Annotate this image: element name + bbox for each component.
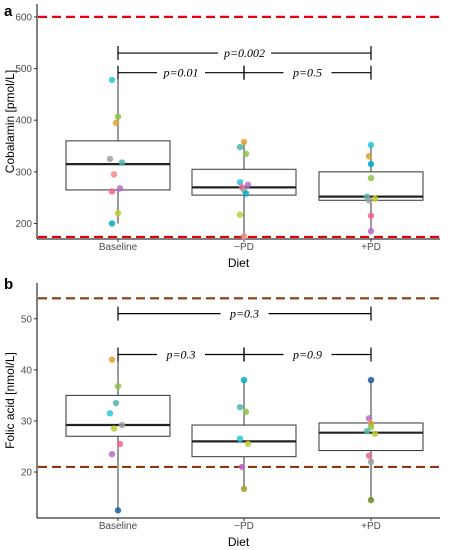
data-point <box>108 356 116 363</box>
panel-a-letter: a <box>4 3 13 20</box>
comparison-bracket: p=0.002 <box>117 46 372 61</box>
data-point <box>108 188 116 195</box>
data-point <box>118 159 126 166</box>
data-point <box>116 185 124 192</box>
y-tick-label: 600 <box>15 12 32 23</box>
panel-a-chart: 200 300 400 500 600 Baseline −PD +PD Diet Cobalam… <box>3 4 440 270</box>
data-point <box>240 138 248 146</box>
data-point <box>240 485 248 493</box>
y-axis-title: Cobalamin [pmol/L] <box>3 70 17 173</box>
data-point <box>106 155 114 163</box>
comparison-label: p=0.5 <box>292 66 322 80</box>
panel-b-letter: b <box>4 276 13 293</box>
comparison-label: p=0.9 <box>292 348 322 362</box>
data-point <box>371 430 379 437</box>
y-tick-label: 30 <box>21 416 33 427</box>
comparison-bracket: p=0.5 <box>243 65 372 80</box>
x-tick-label: −PD <box>234 242 254 253</box>
data-point <box>367 174 375 182</box>
data-point <box>112 399 120 407</box>
comparison-bracket: p=0.01 <box>117 65 245 80</box>
data-point <box>110 425 118 432</box>
x-tick-label: −PD <box>234 521 254 532</box>
comparison-label: p=0.002 <box>223 46 265 60</box>
data-point <box>108 76 116 84</box>
data-point <box>106 410 114 417</box>
comparison-label: p=0.3 <box>165 348 195 362</box>
data-point <box>236 435 244 443</box>
data-point <box>114 209 122 217</box>
data-point <box>365 197 373 204</box>
comparison-label: p=0.01 <box>162 66 198 80</box>
x-axis-title: Diet <box>228 535 250 549</box>
data-point <box>108 220 116 227</box>
y-tick-label: 200 <box>15 219 32 230</box>
x-tick-label: Baseline <box>99 242 138 253</box>
data-point <box>367 376 375 384</box>
data-point <box>110 171 118 178</box>
data-point <box>114 113 122 120</box>
data-point <box>236 178 244 186</box>
data-point <box>112 119 120 126</box>
x-tick-label: +PD <box>361 242 381 253</box>
data-point <box>118 421 126 429</box>
data-point <box>114 382 122 390</box>
y-tick-label: 20 <box>21 468 33 479</box>
y-tick-label: 40 <box>21 365 33 376</box>
y-axis-title: Folic acid [nmol/L] <box>3 352 17 449</box>
data-point <box>367 228 375 235</box>
comparison-label: p=0.3 <box>229 307 259 321</box>
data-point <box>240 376 248 384</box>
data-point <box>236 143 244 151</box>
data-point <box>367 160 375 168</box>
y-tick-label: 500 <box>15 64 32 75</box>
box <box>65 140 171 191</box>
x-tick-label: +PD <box>361 521 381 532</box>
data-point <box>367 141 375 149</box>
data-point <box>242 190 250 197</box>
data-point <box>244 181 252 188</box>
data-point <box>244 440 252 448</box>
comparison-bracket: p=0.3 <box>117 306 372 321</box>
data-point <box>242 408 250 415</box>
data-point <box>116 440 124 448</box>
data-point <box>236 403 244 411</box>
data-point <box>365 452 373 459</box>
data-point <box>371 195 379 202</box>
x-axis-title: Diet <box>228 256 250 270</box>
comparison-bracket: p=0.3 <box>117 347 245 362</box>
data-point <box>367 212 375 219</box>
data-point <box>238 463 246 471</box>
comparison-bracket: p=0.9 <box>243 347 372 362</box>
data-point <box>365 415 373 422</box>
box <box>65 394 171 437</box>
y-tick-label: 400 <box>15 116 32 127</box>
data-point <box>114 507 122 514</box>
y-tick-label: 300 <box>15 167 32 178</box>
data-point <box>242 150 250 157</box>
data-point <box>363 427 371 435</box>
data-point <box>367 423 375 431</box>
x-tick-label: Baseline <box>99 521 138 532</box>
data-point <box>365 153 373 160</box>
data-point <box>367 458 375 466</box>
data-point <box>108 450 116 458</box>
y-tick-label: 50 <box>21 314 33 325</box>
data-point <box>367 496 375 504</box>
data-point <box>240 233 248 240</box>
data-point <box>236 211 244 218</box>
panel-b-chart: 20 30 40 50 Baseline −PD +PD Diet Folic acid [nm… <box>3 283 440 549</box>
